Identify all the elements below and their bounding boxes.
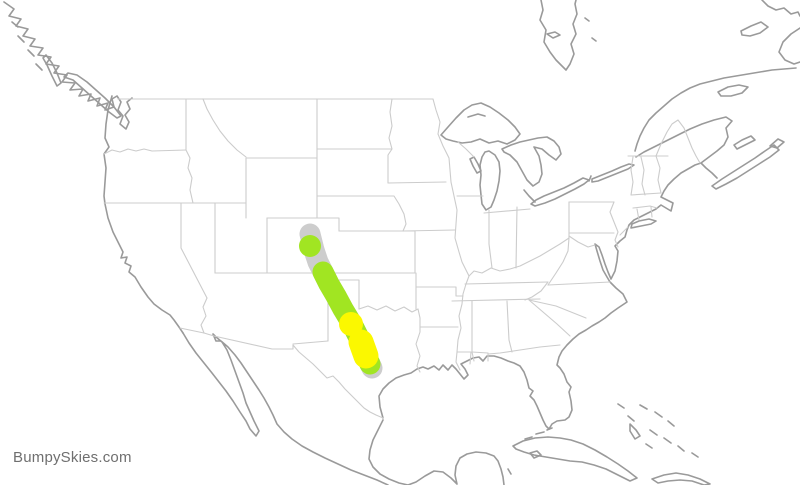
border-al-fl-west xyxy=(471,351,489,362)
coast-anticosti-island xyxy=(717,84,749,97)
border-mn-west xyxy=(387,98,393,184)
coast-florida-keys xyxy=(524,427,553,440)
border-il-in xyxy=(488,209,493,269)
border-ga-sc xyxy=(528,299,571,337)
coast-gulf-st-lawrence-island xyxy=(740,21,769,37)
border-ga-fl xyxy=(487,344,561,355)
border-wi-mi xyxy=(457,141,475,158)
green-bay xyxy=(469,156,482,174)
coast-haida-gwaii-island xyxy=(42,54,62,87)
coast-baja-and-mexico-pacific xyxy=(182,332,389,485)
border-ca-az-colorado-river xyxy=(200,297,208,334)
border-wa-or xyxy=(103,148,187,155)
border-sd-ne-missouri-river xyxy=(316,195,407,232)
turbulence-marker-calm xyxy=(299,235,321,257)
detroit-river xyxy=(523,189,536,203)
lake-erie xyxy=(530,177,590,207)
border-us-mexico-west xyxy=(179,327,294,350)
border-ky-tn xyxy=(464,281,549,285)
border-41st-parallel xyxy=(266,217,340,232)
niagara-river xyxy=(588,175,592,182)
coast-quebec-lakes xyxy=(584,17,597,42)
lake-huron xyxy=(501,136,562,187)
border-mn-ia xyxy=(387,181,447,184)
border-nm-tx-south xyxy=(292,340,329,345)
border-ca-nv xyxy=(180,202,208,299)
border-la-ms xyxy=(456,351,472,365)
state-borders xyxy=(103,98,701,419)
border-nc-sc xyxy=(528,299,587,319)
coast-bahamas xyxy=(617,403,699,458)
isle-of-youth xyxy=(529,450,542,459)
border-red-river xyxy=(358,305,419,313)
coast-akimiski-island xyxy=(546,31,561,39)
coast-labrador xyxy=(761,0,800,17)
border-vt-nh xyxy=(640,156,646,196)
route-layer xyxy=(299,223,383,379)
border-tn-nc xyxy=(524,281,549,301)
border-potomac xyxy=(568,235,596,248)
coast-pacific-us xyxy=(103,95,184,334)
coast-st-lawrence-north-shore xyxy=(634,67,797,152)
border-rio-grande xyxy=(292,344,384,419)
border-delaware-river xyxy=(609,201,619,248)
border-southern-new-england xyxy=(632,205,658,221)
coast-mexico-gulf-yucatan xyxy=(368,419,505,485)
lake-superior xyxy=(440,102,521,145)
border-va-nc xyxy=(547,281,611,286)
coast-cape-breton xyxy=(769,138,785,149)
border-mt-wy xyxy=(245,157,318,219)
border-mt-id xyxy=(202,98,247,158)
isle-royale xyxy=(467,113,486,118)
turbulence-marker-light xyxy=(339,312,363,336)
border-vt-ny xyxy=(630,156,634,196)
watermark-link: BumpySkies.com xyxy=(13,449,132,466)
border-mississippi-river xyxy=(450,181,470,371)
border-wi-mn xyxy=(432,98,452,183)
coast-gulf-and-atlantic-us xyxy=(378,162,718,430)
coast-vancouver-island xyxy=(63,72,122,119)
coast-cozumel-island xyxy=(507,468,512,475)
coast-nova-scotia xyxy=(711,144,780,190)
border-ny-nj xyxy=(619,226,629,236)
border-va-ky xyxy=(547,237,570,286)
lake-michigan xyxy=(479,150,501,211)
border-mi-south xyxy=(483,208,531,214)
coast-new-brunswick-gaspe xyxy=(635,116,733,164)
border-ohio-river xyxy=(468,237,570,277)
coast-prince-edward-island xyxy=(733,135,756,150)
coast-bc-small-islands xyxy=(11,21,43,71)
coast-long-island xyxy=(630,218,657,229)
coast-james-bay xyxy=(539,0,578,71)
border-tx-la xyxy=(415,308,421,373)
border-mo-ar xyxy=(415,286,464,297)
coastlines xyxy=(3,0,800,485)
coast-newfoundland-west xyxy=(778,27,800,65)
border-maine xyxy=(655,119,701,194)
border-idaho-west xyxy=(185,98,194,204)
lake-ontario xyxy=(591,163,635,183)
border-in-oh xyxy=(515,206,518,269)
border-al-ga xyxy=(506,300,513,353)
turbulence-marker-light xyxy=(348,329,379,369)
coast-cuba xyxy=(512,436,638,482)
coast-hispaniola xyxy=(651,472,711,485)
border-ma-north xyxy=(630,192,662,196)
coast-bc-fjords xyxy=(3,1,133,130)
